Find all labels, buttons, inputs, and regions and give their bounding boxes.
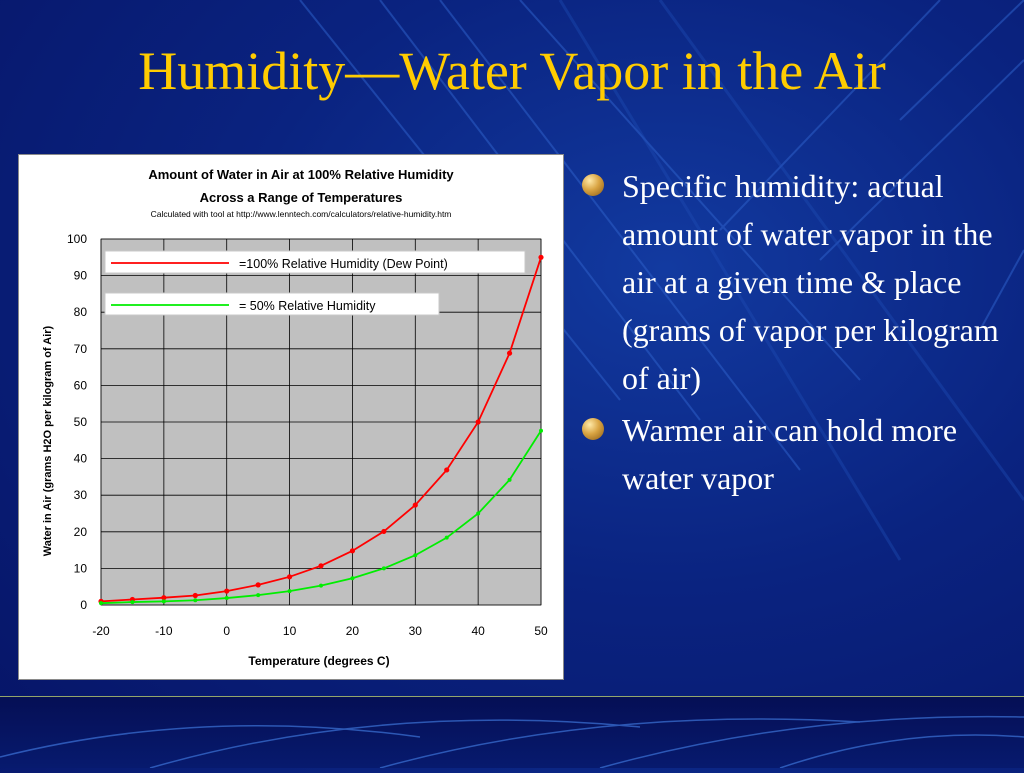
bullet-list: Specific humidity: actual amount of wate… [582, 162, 1007, 506]
chart-subtitle: Calculated with tool at http://www.lennt… [151, 209, 452, 219]
bullet-item: Warmer air can hold more water vapor [582, 406, 1007, 502]
y-tick-label: 100 [67, 232, 87, 246]
chart-frame: Amount of Water in Air at 100% Relative … [18, 154, 564, 680]
x-tick-label: 30 [409, 624, 423, 638]
y-tick-label: 30 [74, 488, 88, 502]
y-tick-label: 70 [74, 342, 88, 356]
y-tick-label: 10 [74, 561, 88, 575]
data-point [381, 566, 386, 571]
y-axis-label: Water in Air (grams H2O per kilogram of … [42, 325, 54, 556]
y-tick-label: 50 [74, 415, 88, 429]
slide-title: Humidity—Water Vapor in the Air [138, 41, 886, 101]
x-tick-label: 50 [534, 624, 548, 638]
legend-box [104, 250, 526, 274]
y-tick-label: 60 [74, 378, 88, 392]
data-point [192, 592, 198, 599]
x-tick-label: -20 [92, 624, 110, 638]
data-point [507, 477, 512, 482]
y-tick-label: 40 [74, 452, 88, 466]
data-point [412, 502, 418, 508]
x-axis-label: Temperature (degrees C) [248, 654, 389, 668]
y-tick-label: 80 [74, 305, 88, 319]
data-point [256, 593, 261, 598]
legend-label: = 50% Relative Humidity [239, 299, 376, 313]
data-point [99, 601, 103, 606]
y-tick-label: 90 [74, 269, 88, 283]
data-point [287, 589, 292, 594]
y-tick-label: 20 [74, 525, 88, 539]
x-tick-label: 10 [283, 624, 297, 638]
x-tick-label: 40 [471, 624, 485, 638]
data-point [318, 563, 324, 569]
x-tick-label: 0 [223, 624, 230, 638]
footer-band [0, 697, 1024, 769]
bullet-sphere-icon [582, 418, 604, 440]
data-point [506, 350, 513, 356]
data-point [161, 599, 166, 604]
data-point [286, 574, 293, 580]
data-point [413, 553, 418, 558]
data-point [350, 576, 355, 581]
x-tick-label: -10 [155, 624, 173, 638]
y-tick-label: 0 [80, 598, 87, 612]
data-point [444, 467, 450, 473]
bullet-item: Specific humidity: actual amount of wate… [582, 162, 1007, 402]
data-point [193, 598, 198, 603]
data-point [476, 511, 481, 516]
data-point [161, 595, 167, 601]
data-point [319, 583, 323, 588]
humidity-chart: Amount of Water in Air at 100% Relative … [42, 167, 548, 668]
data-point [224, 588, 230, 594]
data-point [538, 254, 544, 260]
legend-label: =100% Relative Humidity (Dew Point) [239, 257, 448, 271]
data-point [444, 535, 449, 540]
data-point [381, 528, 387, 535]
data-point [539, 428, 543, 433]
legend-box [104, 292, 440, 316]
x-tick-label: 20 [346, 624, 360, 638]
bullet-text: Warmer air can hold more water vapor [622, 412, 958, 496]
bullet-sphere-icon [582, 174, 604, 196]
data-point [475, 419, 481, 425]
chart-title-line2: Across a Range of Temperatures [200, 190, 403, 205]
chart-title: Amount of Water in Air at 100% Relative … [148, 167, 454, 182]
data-point [255, 582, 261, 588]
data-point [130, 600, 135, 605]
data-point [349, 548, 356, 554]
data-point [224, 596, 229, 601]
footer-decoration [0, 715, 1024, 769]
bullet-text: Specific humidity: actual amount of wate… [622, 168, 999, 396]
